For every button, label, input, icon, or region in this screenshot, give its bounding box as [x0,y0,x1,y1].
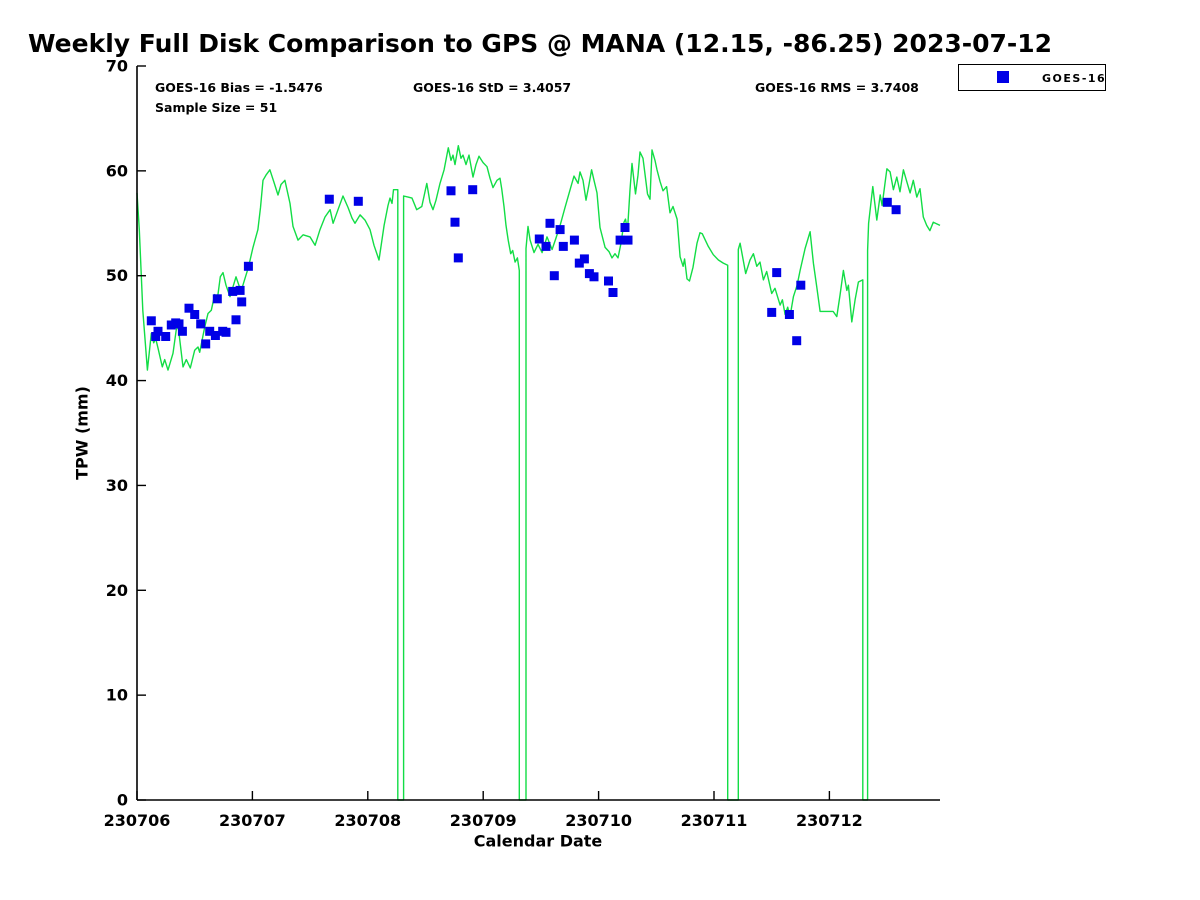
goes16-point [555,225,565,235]
legend-marker-square-icon [997,71,1009,83]
gps-line-series [136,144,941,801]
goes16-point [545,218,555,228]
goes16-point [205,326,215,336]
y-tick-label: 40 [106,371,128,390]
goes16-point [212,294,222,304]
y-tick-label: 20 [106,581,128,600]
goes16-point [574,258,584,268]
goes16-point [792,336,802,346]
goes16-point [541,241,551,251]
x-tick-label: 230711 [681,811,748,830]
stat-sample-size: Sample Size = 51 [155,100,278,115]
stat-rms: GOES-16 RMS = 3.7408 [755,80,919,95]
goes16-point [243,261,253,271]
x-tick-label: 230710 [565,811,632,830]
goes16-point [228,286,238,296]
stat-std: GOES-16 StD = 3.4057 [413,80,572,95]
goes16-point [882,197,892,207]
goes16-point [174,319,184,329]
legend-label-goes16: GOES-16 [1042,72,1107,85]
goes16-point [161,332,171,341]
goes16-point [604,276,613,286]
goes16-point [184,303,194,313]
y-tick-label: 10 [106,686,128,705]
goes16-point [153,326,163,336]
goes16-point [235,285,245,295]
goes16-point [446,186,456,196]
x-tick-label: 230706 [104,811,171,830]
goes16-scatter-series [146,185,901,349]
goes16-point [177,326,187,336]
goes16-point [190,310,200,319]
goes16-point [584,269,594,279]
goes16-point [589,272,599,282]
y-tick-label: 70 [106,57,128,76]
goes16-point [534,234,544,244]
goes16-point [620,223,630,232]
goes16-point [558,241,568,251]
goes16-point [623,235,633,245]
goes16-point [221,327,231,337]
goes16-point [196,319,206,329]
goes16-point [201,339,211,349]
goes16-point [146,316,156,326]
x-tick-label: 230707 [219,811,286,830]
y-tick-label: 0 [117,791,128,810]
goes16-point [767,307,777,317]
goes16-point [549,271,559,281]
chart-title: Weekly Full Disk Comparison to GPS @ MAN… [28,29,1053,58]
stat-bias: GOES-16 Bias = -1.5476 [155,80,323,95]
goes16-point [891,205,901,215]
y-tick-label: 60 [106,161,128,180]
goes16-point [608,288,618,297]
goes16-point [784,310,794,319]
y-axis-label: TPW (mm) [72,386,92,480]
goes16-point [353,196,363,206]
y-tick-label: 30 [106,476,128,495]
goes16-point [231,315,241,325]
goes16-point [151,332,161,341]
goes16-point [569,235,579,245]
goes16-point [796,280,806,290]
axes: 230706 230707 230708 230709 230710 230711 2307… [104,57,940,830]
goes16-point [579,254,589,264]
goes16-point [324,194,334,204]
goes16-point [450,217,460,227]
goes16-point [615,235,625,245]
x-tick-label: 230709 [450,811,517,830]
goes16-point [237,297,247,307]
x-tick-label: 230712 [796,811,863,830]
goes16-point [453,253,463,263]
goes16-point [468,185,478,195]
x-axis-label: Calendar Date [473,831,603,851]
y-tick-label: 50 [106,266,128,285]
legend-box: GOES-16 [958,64,1106,91]
x-tick-label: 230708 [334,811,401,830]
gps-line [136,144,941,801]
goes16-point [210,331,220,340]
goes16-point [772,268,782,278]
